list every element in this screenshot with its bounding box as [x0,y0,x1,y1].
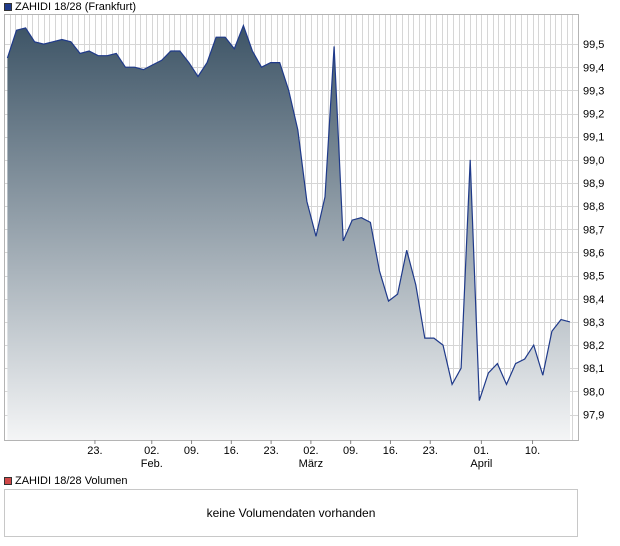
y-tick-label: 98,6 [583,247,604,259]
y-tick-label: 98,1 [583,363,604,375]
x-tick-label: 16. [383,445,398,457]
x-month-label: April [470,458,492,470]
y-tick-label: 99,5 [583,39,604,51]
volume-legend-label: ZAHIDI 18/28 Volumen [15,474,128,487]
y-tick-label: 99,1 [583,132,604,144]
y-tick-label: 98,4 [583,294,604,306]
volume-legend: ZAHIDI 18/28 Volumen [4,474,128,487]
y-tick-label: 99,2 [583,109,604,121]
x-tick-label: 01. [474,445,489,457]
volume-panel: keine Volumendaten vorhanden [4,489,578,537]
y-tick-label: 98,7 [583,224,604,236]
y-tick-label: 99,0 [583,155,604,167]
x-tick-label: 23. [423,445,438,457]
y-tick-label: 98,2 [583,340,604,352]
y-tick-label: 98,9 [583,178,604,190]
y-tick-label: 98,8 [583,201,604,213]
x-month-label: Feb. [141,458,163,470]
y-tick-label: 99,3 [583,85,604,97]
x-tick-label: 16. [224,445,239,457]
x-tick-label: 02. [303,445,318,457]
price-line [6,23,571,401]
volume-empty-message: keine Volumendaten vorhanden [206,506,376,520]
price-legend-swatch [4,2,12,11]
y-tick-label: 97,9 [583,410,604,422]
y-tick-label: 98,0 [583,386,604,398]
y-tick-label: 98,3 [583,317,604,329]
x-month-label: März [299,458,323,470]
price-chart: 97,9 98,0 98,1 98,2 98,3 98,4 98,5 98,6 98,7 98,8… [4,14,604,470]
volume-legend-swatch [4,476,12,485]
price-legend: ZAHIDI 18/28 (Frankfurt) [4,0,136,13]
x-tick-label: 23. [87,445,102,457]
x-tick-label: 09. [184,445,199,457]
plot-frame [4,14,579,441]
price-legend-label: ZAHIDI 18/28 (Frankfurt) [15,0,137,13]
x-tick-label: 23. [263,445,278,457]
price-area [7,25,570,440]
y-tick-label: 98,5 [583,271,604,283]
x-tick-label: 09. [343,445,358,457]
x-tick-label: 10. [525,445,540,457]
y-tick-label: 99,4 [583,62,604,74]
x-tick-label: 02. [144,445,159,457]
